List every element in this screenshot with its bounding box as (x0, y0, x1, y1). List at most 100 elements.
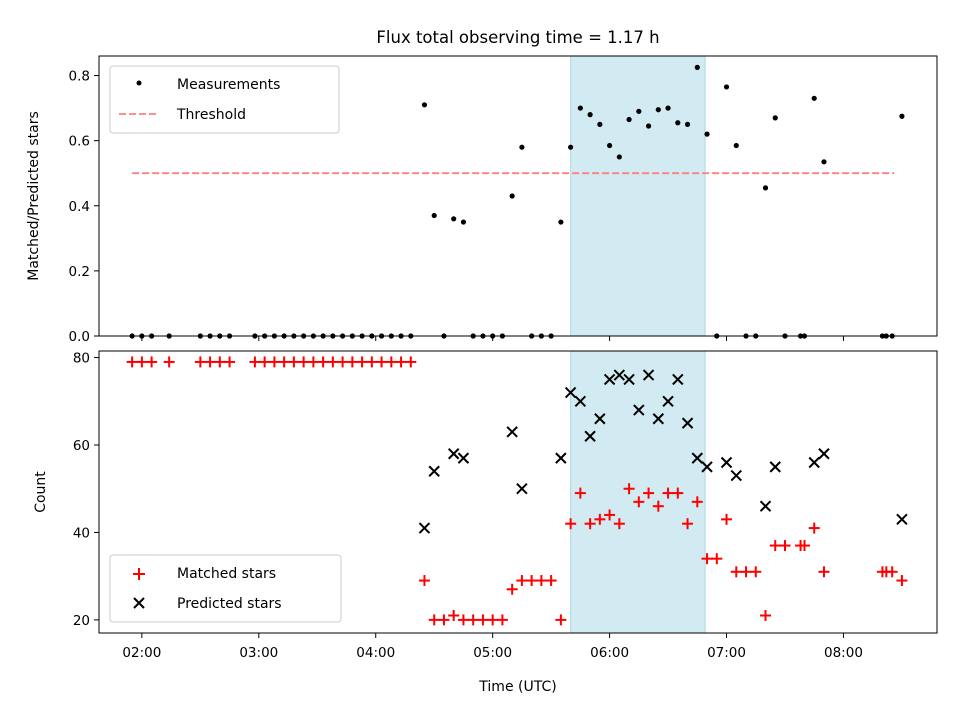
measurement-point (655, 107, 661, 113)
count-y-tick-label: 20 (73, 613, 90, 629)
measurement-point (421, 102, 428, 108)
predicted-star-point (730, 469, 742, 482)
matched-star-point (268, 356, 280, 368)
matched-star-point (366, 356, 378, 368)
matched-star-point (448, 610, 460, 622)
predicted-star-point (652, 413, 665, 425)
predicted-star-point (701, 461, 713, 473)
x-tick-label: 08:00 (824, 645, 863, 661)
matched-star-point (711, 553, 723, 565)
matched-star-point (214, 356, 226, 368)
x-tick-label: 03:00 (239, 645, 278, 661)
ratio-y-tick-label: 0.6 (69, 134, 90, 150)
legend-measurements-marker (136, 80, 142, 86)
ratio-panel: 0.00.20.40.60.8 Matched/Predicted stars … (26, 55, 938, 345)
predicted-star-point (594, 413, 606, 425)
predicted-star-point (896, 513, 908, 526)
predicted-star-point (584, 430, 596, 442)
ratio-y-ticks: 0.0 0.2 0.4 0.6 0.8 (69, 69, 99, 345)
matched-star-point (327, 356, 339, 368)
matched-star-point (526, 575, 538, 587)
matched-star-point (535, 575, 547, 587)
matched-star-point (278, 356, 290, 368)
legend-predicted-label: Predicted stars (177, 596, 282, 612)
matched-star-point (779, 540, 791, 552)
matched-star-point (818, 566, 830, 578)
matched-star-point (356, 356, 368, 368)
matched-stars-points (126, 356, 908, 626)
matched-star-point (769, 540, 781, 552)
measurement-point (431, 212, 437, 219)
predicted-star-point (457, 452, 470, 464)
predicted-star-point (691, 452, 704, 464)
measurement-point (675, 120, 681, 126)
matched-star-point (633, 496, 645, 508)
measurement-point (899, 113, 905, 119)
matched-star-point (760, 610, 772, 622)
predicted-star-point (662, 395, 674, 407)
measurement-point (704, 131, 710, 137)
matched-star-point (682, 518, 694, 530)
predicted-star-point (720, 456, 733, 469)
measurement-point (684, 121, 691, 127)
ratio-x-ticks (141, 336, 844, 341)
legend-measurements-label: Measurements (177, 77, 280, 93)
matched-star-point (346, 356, 358, 368)
predicted-star-point (759, 500, 772, 512)
measurement-point (451, 216, 457, 222)
measurement-point (821, 159, 827, 165)
matched-star-point (136, 356, 148, 368)
count-y-tick-label: 60 (73, 438, 90, 454)
predicted-stars-points (418, 369, 908, 534)
predicted-star-point (603, 373, 616, 386)
measurement-point (733, 142, 739, 149)
measurement-point (558, 219, 564, 225)
legend-threshold-label: Threshold (176, 107, 246, 123)
matched-star-point (672, 487, 684, 499)
matched-star-point (662, 487, 674, 499)
matched-star-point (249, 356, 261, 368)
measurement-point (519, 144, 525, 150)
matched-star-point (886, 566, 898, 578)
count-y-tick-label: 80 (73, 351, 90, 367)
matched-star-point (204, 356, 216, 368)
measurement-point (509, 193, 515, 199)
measurement-point (645, 123, 652, 129)
measurement-point (723, 84, 730, 90)
legend-matched-label: Matched stars (177, 566, 276, 582)
measurement-point (597, 121, 603, 127)
predicted-star-point (623, 373, 635, 386)
matched-star-point (259, 356, 271, 368)
matched-star-point (224, 356, 236, 368)
matched-star-point (146, 356, 158, 368)
ratio-y-tick-label: 0.4 (69, 199, 90, 215)
matched-star-point (574, 487, 586, 499)
matched-star-point (317, 356, 329, 368)
count-legend-box (109, 554, 342, 623)
matched-star-point (288, 356, 300, 368)
matched-star-point (721, 513, 733, 525)
matched-star-point (395, 356, 407, 368)
matched-star-point (798, 540, 810, 552)
matched-star-point (623, 483, 635, 495)
predicted-star-point (681, 417, 694, 429)
measurement-point (626, 116, 632, 123)
matched-star-point (467, 614, 479, 626)
matched-star-point (298, 356, 310, 368)
x-tick-label: 04:00 (356, 645, 395, 661)
matched-star-point (405, 356, 417, 368)
matched-star-point (496, 614, 508, 626)
predicted-star-point (769, 461, 781, 473)
chart-title: Flux total observing time = 1.17 h (376, 28, 659, 47)
measurement-point (665, 105, 671, 111)
x-tick-label: 07:00 (707, 645, 746, 661)
highlight-span-top (570, 55, 706, 337)
matched-star-point (418, 575, 430, 587)
matched-star-point (163, 356, 175, 368)
x-axis-label: Time (UTC) (478, 679, 556, 695)
matched-star-point (584, 518, 596, 530)
predicted-star-point (564, 386, 577, 399)
matched-star-point (643, 487, 655, 499)
count-x-ticks: 02:00 03:00 04:00 05:00 06:00 07:00 08:00 (122, 633, 863, 661)
